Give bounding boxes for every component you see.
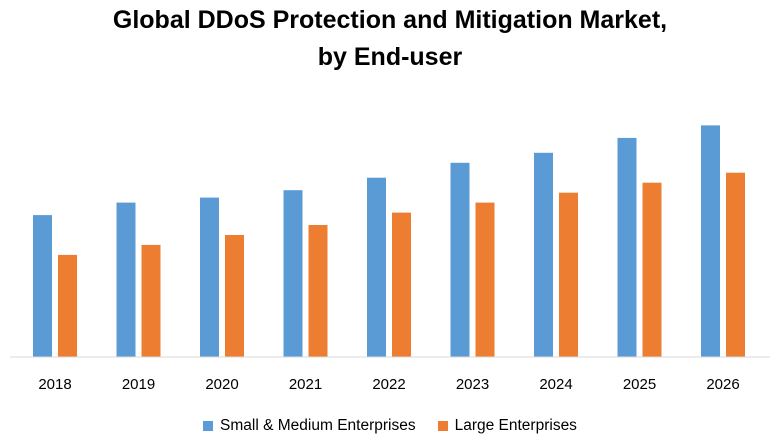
legend-swatch-large bbox=[437, 421, 448, 431]
bar-small-medium-2023 bbox=[450, 162, 470, 357]
bar-large-2018 bbox=[58, 254, 77, 357]
chart-title-line-2: by End-user bbox=[317, 43, 463, 71]
x-tick-labels: 2018 2019 2020 2021 2022 2023 2024 2025 2026 bbox=[38, 376, 739, 393]
bar-large-2026 bbox=[726, 172, 745, 357]
x-tick-label-2025: 2025 bbox=[623, 376, 656, 393]
bar-small-medium-2020 bbox=[200, 197, 219, 357]
x-tick-label-2022: 2022 bbox=[372, 376, 405, 393]
x-tick-label-2024: 2024 bbox=[539, 376, 572, 393]
x-tick-label-2021: 2021 bbox=[289, 376, 322, 393]
chart-title: Global DDoS Protection and Mitigation Ma… bbox=[0, 2, 780, 76]
bars-group bbox=[33, 125, 745, 358]
bar-large-2019 bbox=[141, 244, 161, 357]
legend-item-large: Large Enterprises bbox=[437, 417, 577, 435]
chart-title-line-1: Global DDoS Protection and Mitigation Ma… bbox=[112, 6, 668, 34]
bar-small-medium-2018 bbox=[33, 215, 52, 357]
bar-small-medium-2019 bbox=[116, 202, 136, 357]
x-tick-label-2019: 2019 bbox=[122, 376, 155, 393]
bar-large-2021 bbox=[308, 225, 328, 357]
bar-large-2025 bbox=[642, 182, 662, 357]
x-tick-label-2023: 2023 bbox=[456, 376, 489, 393]
bar-small-medium-2021 bbox=[283, 190, 303, 357]
legend-label-small-medium: Small & Medium Enterprises bbox=[220, 417, 416, 434]
bar-small-medium-2024 bbox=[534, 152, 553, 357]
bar-large-2024 bbox=[559, 192, 578, 357]
x-tick-label-2026: 2026 bbox=[706, 376, 739, 393]
bar-small-medium-2025 bbox=[617, 137, 637, 357]
bar-large-2020 bbox=[225, 235, 244, 357]
legend-label-large: Large Enterprises bbox=[454, 417, 577, 434]
legend-item-small-medium: Small & Medium Enterprises bbox=[203, 417, 416, 435]
bar-small-medium-2022 bbox=[367, 177, 386, 357]
x-tick-label-2020: 2020 bbox=[205, 376, 238, 393]
legend-swatch-small-medium bbox=[203, 421, 214, 431]
bar-large-2023 bbox=[475, 202, 495, 357]
x-tick-label-2018: 2018 bbox=[38, 376, 71, 393]
bar-small-medium-2026 bbox=[701, 125, 720, 358]
bar-large-2022 bbox=[392, 212, 411, 357]
legend: Small & Medium Enterprises Large Enterpr… bbox=[0, 417, 780, 435]
